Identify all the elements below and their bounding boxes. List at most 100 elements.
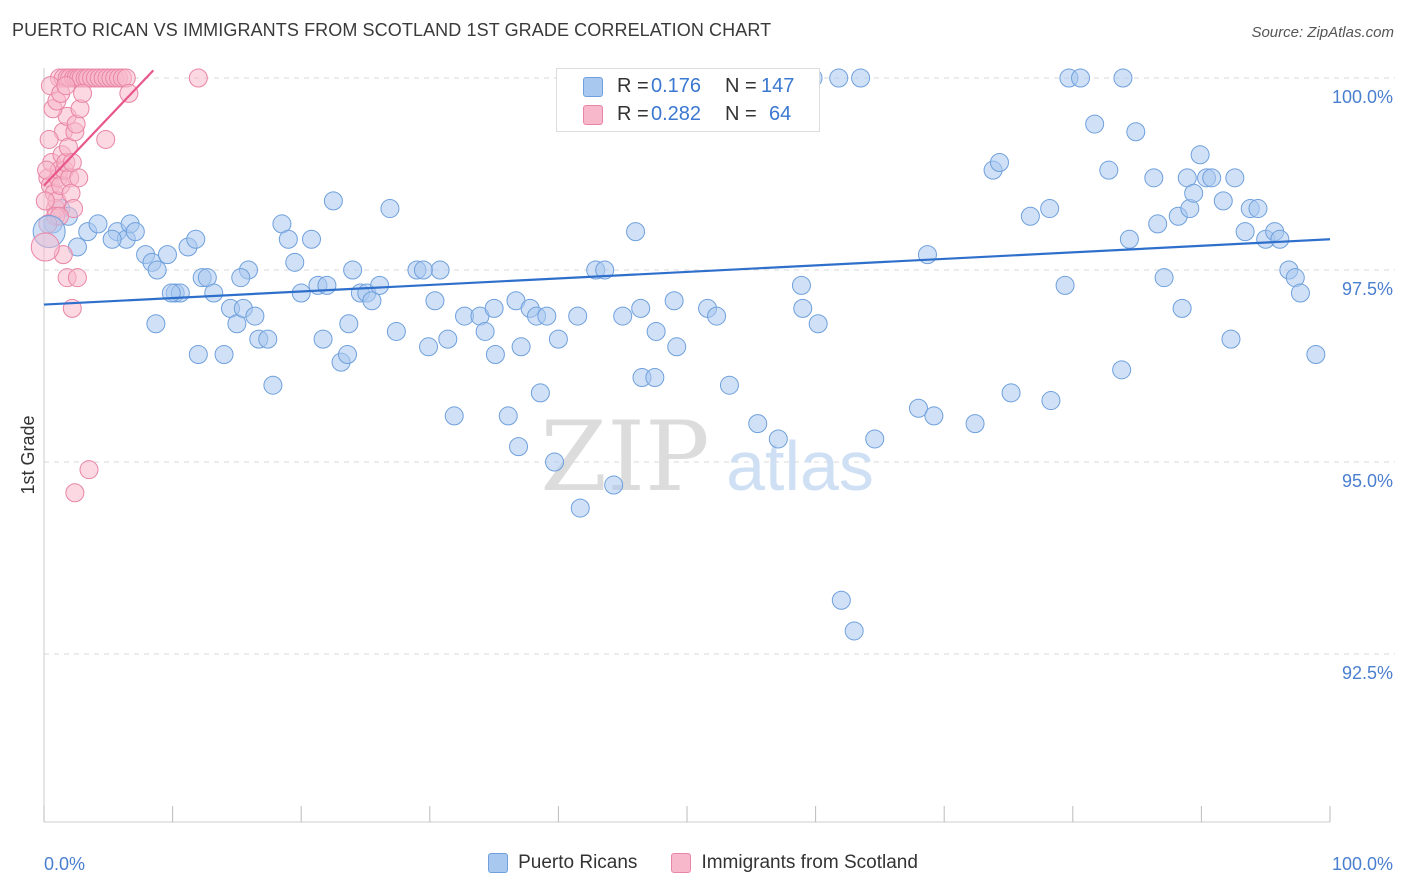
data-point xyxy=(125,222,145,242)
data-point xyxy=(667,337,687,357)
data-point xyxy=(645,368,665,388)
data-point xyxy=(548,329,568,349)
data-point xyxy=(1184,183,1204,203)
data-point xyxy=(73,83,93,103)
data-point xyxy=(317,275,337,295)
data-point xyxy=(626,222,646,242)
data-point xyxy=(793,298,813,318)
data-point xyxy=(119,83,139,103)
data-point xyxy=(291,283,311,303)
data-point xyxy=(664,291,684,311)
data-point xyxy=(263,375,283,395)
data-point xyxy=(989,152,1009,172)
data-point xyxy=(613,306,633,326)
data-point xyxy=(1190,145,1210,165)
data-point xyxy=(1172,298,1192,318)
data-point xyxy=(413,260,433,280)
data-point xyxy=(1071,68,1091,88)
grid-lines xyxy=(44,77,1395,655)
legend-item-scotland[interactable]: Immigrants from Scotland xyxy=(671,852,918,874)
data-point xyxy=(214,344,234,364)
legend: Puerto Ricans Immigrants from Scotland xyxy=(0,852,1406,874)
data-point xyxy=(768,429,788,449)
data-point xyxy=(1154,268,1174,288)
data-point xyxy=(1055,275,1075,295)
data-point xyxy=(924,406,944,426)
data-point xyxy=(1040,199,1060,219)
y-tick-label: 95.0% xyxy=(1342,471,1393,491)
data-point xyxy=(67,268,87,288)
data-point xyxy=(831,590,851,610)
data-point xyxy=(748,414,768,434)
stats-n-value: 147 xyxy=(761,75,795,97)
data-point xyxy=(485,344,505,364)
data-point xyxy=(1112,360,1132,380)
data-point xyxy=(808,314,828,334)
data-point xyxy=(530,383,550,403)
stats-r-label: R = xyxy=(617,75,649,97)
data-point xyxy=(1001,383,1021,403)
data-point xyxy=(829,68,849,88)
stats-n-value: 64 xyxy=(769,103,792,125)
data-point xyxy=(188,344,208,364)
data-point xyxy=(498,406,518,426)
data-point xyxy=(258,329,278,349)
tick-labels: 100.0% 97.5% 95.0% 92.5% 0.0% 100.0% 1st Grade xyxy=(18,87,1393,874)
data-point xyxy=(1270,229,1290,249)
data-point xyxy=(337,344,357,364)
data-point xyxy=(1235,222,1255,242)
stats-swatch-blue xyxy=(583,77,603,97)
data-point xyxy=(1020,206,1040,226)
data-point xyxy=(1126,122,1146,142)
data-point xyxy=(35,191,55,211)
data-point xyxy=(430,260,450,280)
legend-swatch-pink xyxy=(671,853,692,873)
data-point xyxy=(537,306,557,326)
stats-r-value: 0.282 xyxy=(651,103,702,125)
stats-row-puerto-ricans: R = 0.176 N = 147 xyxy=(557,73,819,101)
stats-n-label: N = xyxy=(725,103,757,125)
series-puerto-ricans xyxy=(43,68,1326,641)
chart-title: PUERTO RICAN VS IMMIGRANTS FROM SCOTLAND… xyxy=(12,20,772,40)
data-point xyxy=(570,498,590,518)
legend-swatch-blue xyxy=(488,853,509,873)
data-point xyxy=(362,291,382,311)
data-point xyxy=(102,229,122,249)
legend-item-puerto-ricans[interactable]: Puerto Ricans xyxy=(488,852,637,874)
data-point xyxy=(56,76,76,96)
data-point xyxy=(719,375,739,395)
data-point xyxy=(1202,168,1222,188)
trend-line xyxy=(43,238,1331,306)
data-point xyxy=(1248,199,1268,219)
data-point xyxy=(1041,391,1061,411)
data-point xyxy=(1213,191,1233,211)
data-point xyxy=(484,298,504,318)
data-point xyxy=(568,306,588,326)
data-point xyxy=(186,229,206,249)
stats-r-value: 0.176 xyxy=(651,75,702,97)
watermark-zip: ZIP xyxy=(540,401,709,513)
data-point xyxy=(380,199,400,219)
data-point xyxy=(965,414,985,434)
data-point xyxy=(1225,168,1245,188)
stats-r-label: R = xyxy=(617,103,649,125)
data-point xyxy=(339,314,359,334)
data-point xyxy=(343,260,363,280)
data-point xyxy=(1148,214,1168,234)
data-point xyxy=(65,483,85,503)
data-point xyxy=(69,168,89,188)
data-point xyxy=(444,406,464,426)
data-point xyxy=(285,252,305,272)
data-point xyxy=(1119,229,1139,249)
data-point xyxy=(88,214,108,234)
y-tick-label: 92.5% xyxy=(1342,663,1393,683)
data-point xyxy=(1221,329,1241,349)
data-point xyxy=(323,191,343,211)
stats-row-scotland: R = 0.282 N = 64 xyxy=(557,101,819,129)
data-point xyxy=(419,337,439,357)
stats-swatch-pink xyxy=(583,105,603,125)
data-point xyxy=(509,437,529,457)
data-point xyxy=(851,68,871,88)
data-point xyxy=(188,68,208,88)
